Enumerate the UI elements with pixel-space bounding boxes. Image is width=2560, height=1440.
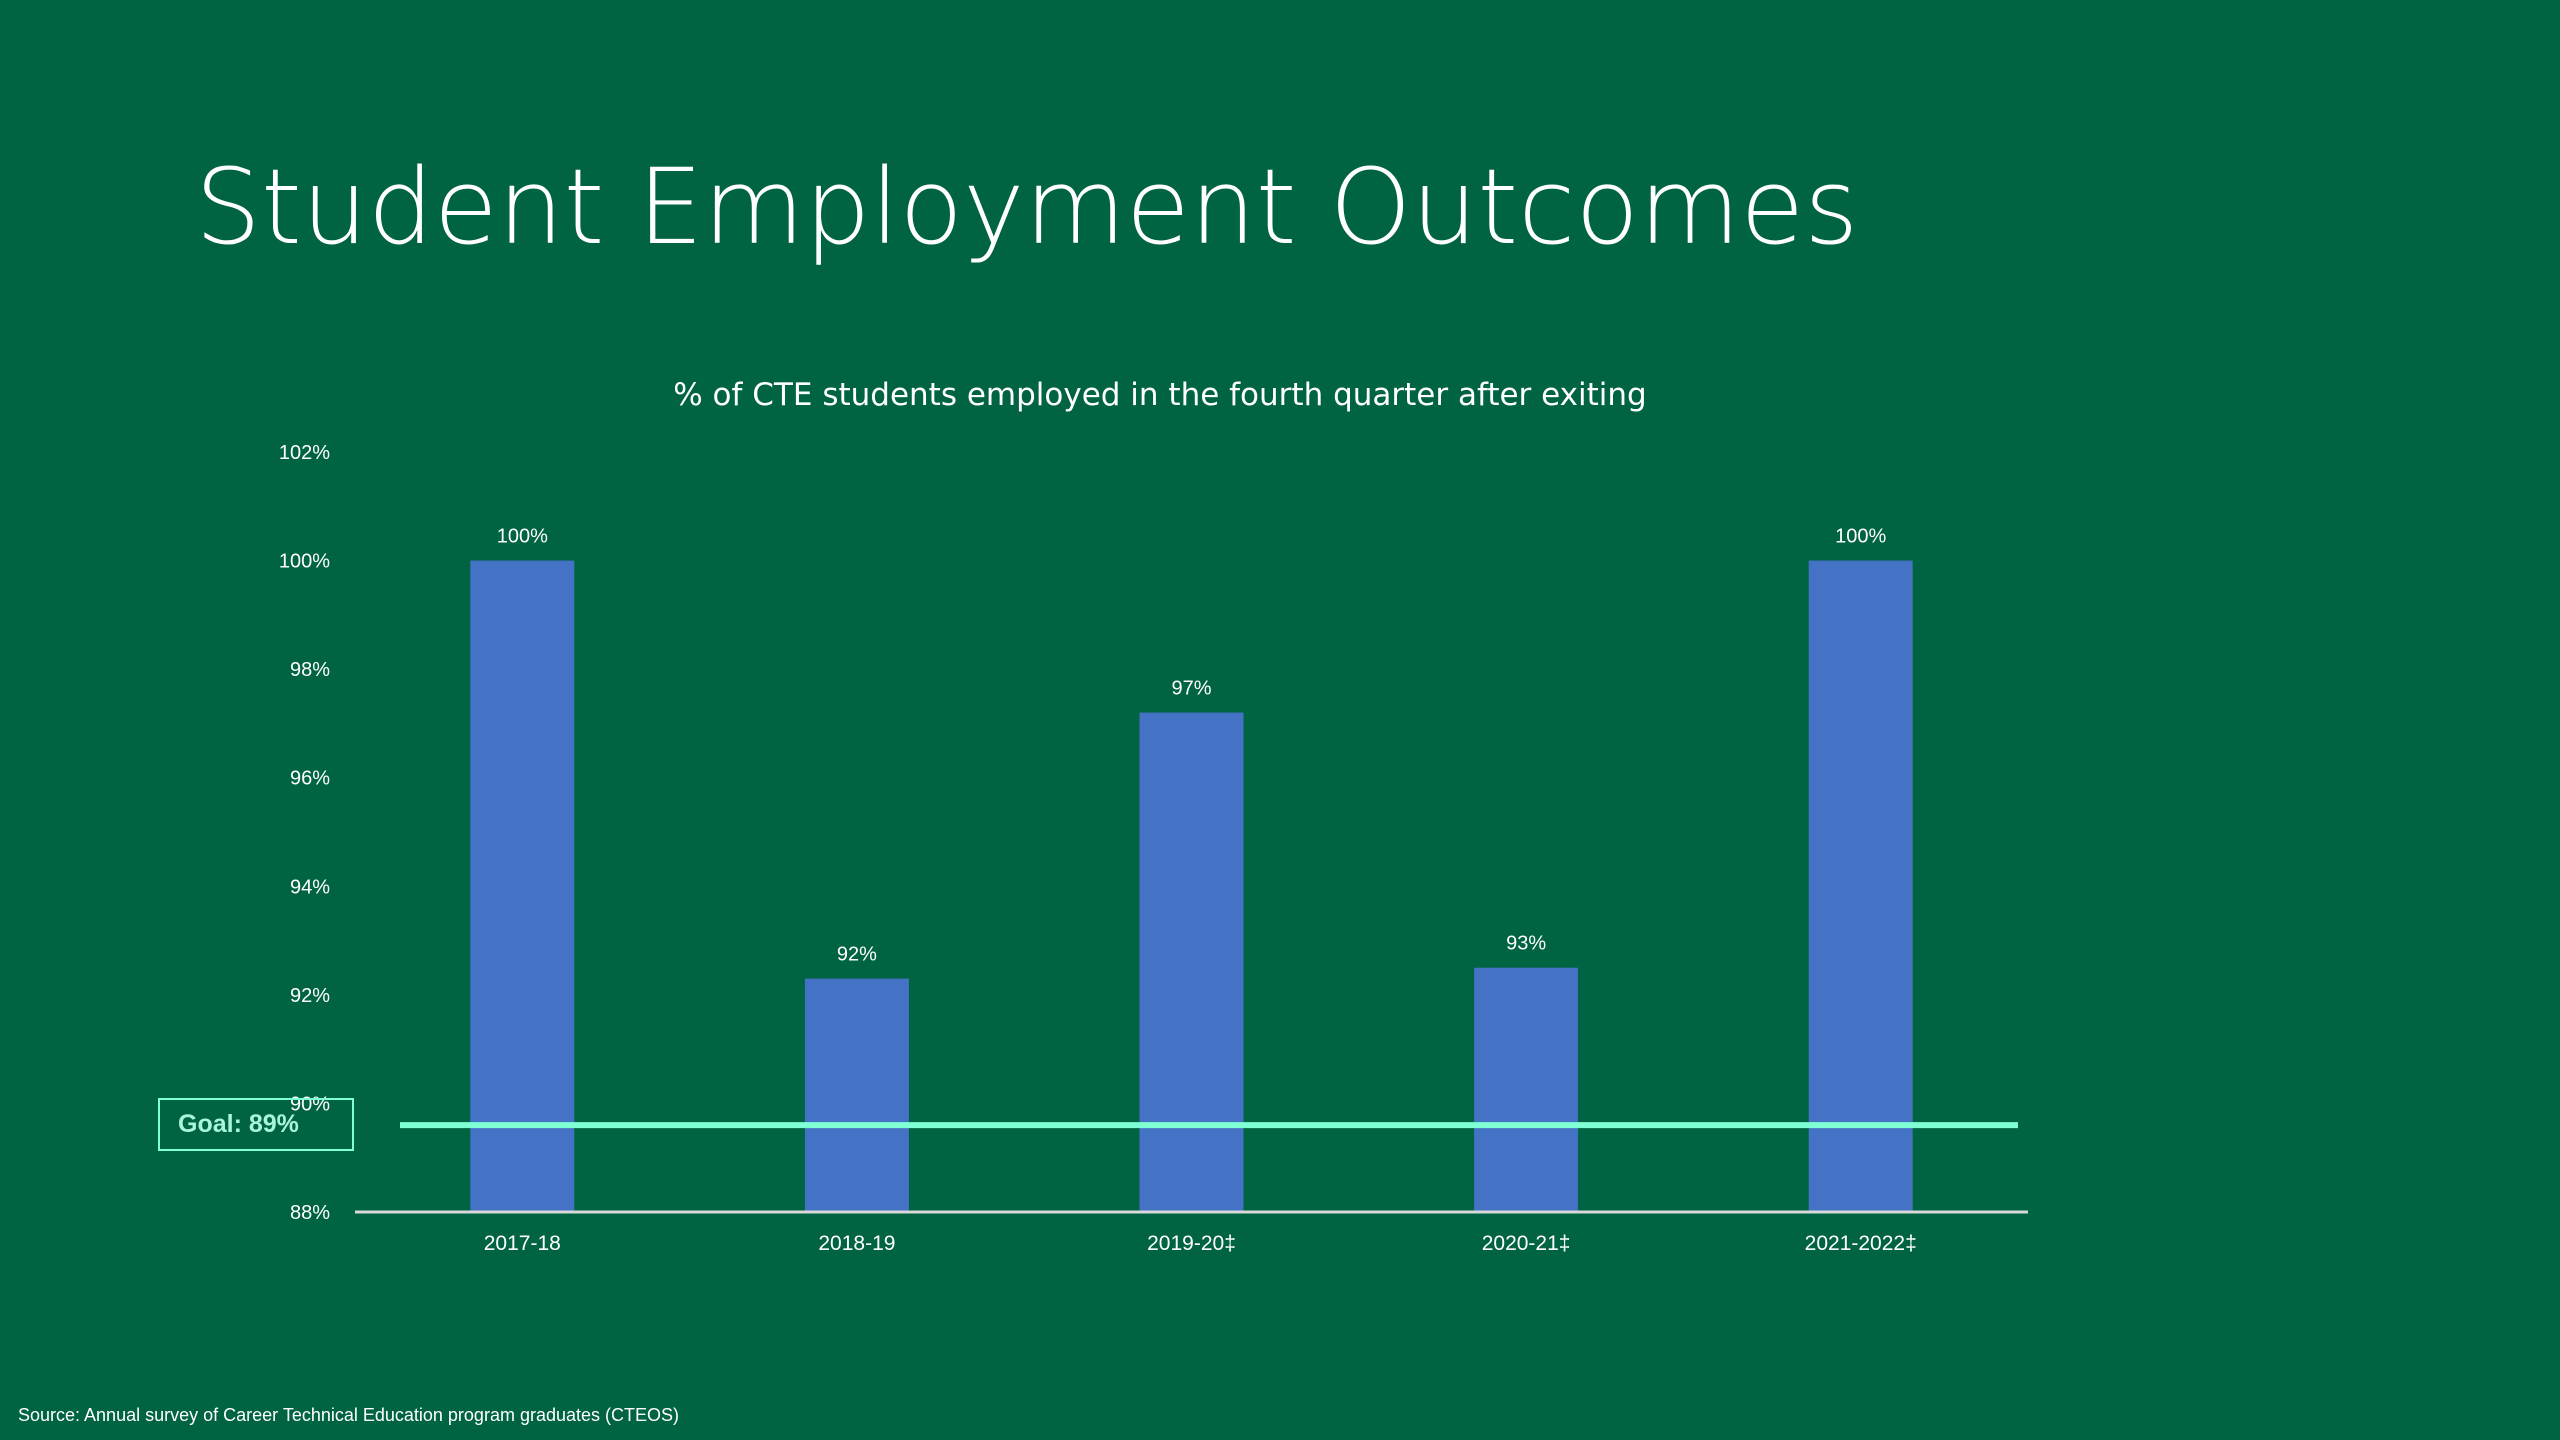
y-tick-label: 92% <box>290 985 330 1007</box>
data-label: 97% <box>1171 678 1211 700</box>
bar <box>1139 712 1244 1212</box>
goal-label: Goal: 89% <box>158 1098 354 1151</box>
x-tick-label: 2019-20‡ <box>1147 1232 1236 1255</box>
data-label: 100% <box>1835 526 1886 548</box>
bar <box>1474 967 1579 1212</box>
chart-title: % of CTE students employed in the fourth… <box>673 377 1647 413</box>
bar <box>470 560 575 1212</box>
x-tick-label: 2021-2022‡ <box>1805 1232 1917 1255</box>
x-tick-label: 2017-18 <box>484 1232 561 1255</box>
data-label: 100% <box>497 526 548 548</box>
y-tick-label: 100% <box>279 551 330 573</box>
y-tick-label: 98% <box>290 659 330 681</box>
slide-title: Student Employment Outcomes <box>195 146 1859 268</box>
bar <box>1808 560 1913 1212</box>
y-tick-label: 94% <box>290 876 330 898</box>
source-note: Source: Annual survey of Career Technica… <box>18 1405 679 1425</box>
y-tick-label: 88% <box>290 1202 330 1224</box>
y-tick-label: 102% <box>279 442 330 464</box>
x-tick-label: 2020-21‡ <box>1482 1232 1571 1255</box>
data-label: 92% <box>837 944 877 966</box>
x-tick-label: 2018-19 <box>818 1232 895 1255</box>
data-label: 93% <box>1506 933 1546 955</box>
bar <box>804 978 909 1212</box>
y-tick-label: 96% <box>290 768 330 790</box>
